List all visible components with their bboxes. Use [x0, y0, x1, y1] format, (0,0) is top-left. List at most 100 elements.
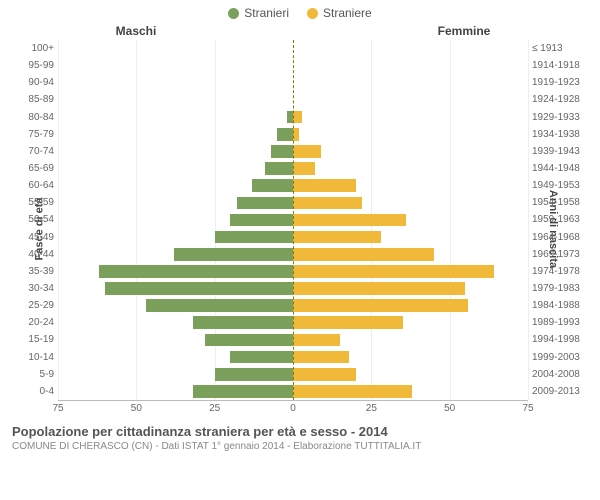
legend-female: Straniere	[307, 6, 372, 20]
female-bar	[293, 368, 356, 381]
birth-year-label: 1979-1983	[532, 283, 588, 294]
female-half	[293, 74, 528, 91]
birth-year-label: 1929-1933	[532, 112, 588, 123]
female-bar	[293, 334, 340, 347]
birth-year-label: 1934-1938	[532, 129, 588, 140]
age-label: 70-74	[12, 146, 54, 157]
x-axis: 7550250 255075	[58, 400, 528, 418]
female-half	[293, 211, 528, 228]
female-half	[293, 229, 528, 246]
age-label: 100+	[12, 43, 54, 54]
birth-year-label: 1939-1943	[532, 146, 588, 157]
male-half	[58, 314, 293, 331]
female-half	[293, 331, 528, 348]
age-label: 20-24	[12, 317, 54, 328]
legend-male-swatch	[228, 8, 239, 19]
birth-year-label: 1924-1928	[532, 94, 588, 105]
male-half	[58, 349, 293, 366]
x-tick: 25	[366, 403, 377, 414]
male-bar	[146, 299, 293, 312]
birth-year-label: 1954-1958	[532, 197, 588, 208]
female-half	[293, 91, 528, 108]
age-label: 40-44	[12, 249, 54, 260]
center-axis-line	[293, 40, 294, 400]
male-bar	[230, 214, 293, 227]
birth-year-label: 1949-1953	[532, 180, 588, 191]
male-bar	[237, 197, 293, 210]
birth-year-label: 1999-2003	[532, 352, 588, 363]
female-half	[293, 109, 528, 126]
male-bar	[215, 231, 293, 244]
male-bar	[252, 179, 293, 192]
female-half	[293, 143, 528, 160]
female-bar	[293, 145, 321, 158]
male-half	[58, 143, 293, 160]
x-tick: 50	[131, 403, 142, 414]
female-half	[293, 194, 528, 211]
birth-year-label: 1994-1998	[532, 334, 588, 345]
male-bar	[230, 351, 293, 364]
birth-year-label: 1914-1918	[532, 60, 588, 71]
x-axis-right: 255075	[293, 400, 528, 418]
female-half	[293, 246, 528, 263]
x-tick: 50	[444, 403, 455, 414]
pyramid-rows: 100+≤ 191395-991914-191890-941919-192385…	[58, 40, 528, 400]
male-bar	[174, 248, 293, 261]
female-half	[293, 57, 528, 74]
birth-year-label: 2004-2008	[532, 369, 588, 380]
chart-title: Popolazione per cittadinanza straniera p…	[12, 424, 588, 439]
male-half	[58, 126, 293, 143]
female-bar	[293, 282, 465, 295]
female-bar	[293, 231, 381, 244]
female-bar	[293, 162, 315, 175]
age-label: 90-94	[12, 77, 54, 88]
female-half	[293, 126, 528, 143]
female-bar	[293, 385, 412, 398]
x-tick: 25	[209, 403, 220, 414]
female-bar	[293, 299, 468, 312]
age-label: 60-64	[12, 180, 54, 191]
female-bar	[293, 248, 434, 261]
female-half	[293, 280, 528, 297]
female-half	[293, 40, 528, 57]
x-tick: 75	[522, 403, 533, 414]
age-label: 65-69	[12, 163, 54, 174]
age-label: 30-34	[12, 283, 54, 294]
birth-year-label: 1969-1973	[532, 249, 588, 260]
age-label: 55-59	[12, 197, 54, 208]
plot-area: Fasce di età Anni di nascita 100+≤ 19139…	[12, 40, 588, 418]
male-half	[58, 229, 293, 246]
age-label: 45-49	[12, 232, 54, 243]
male-bar	[193, 316, 293, 329]
age-label: 85-89	[12, 94, 54, 105]
age-label: 5-9	[12, 369, 54, 380]
chart-subtitle: COMUNE DI CHERASCO (CN) - Dati ISTAT 1° …	[12, 441, 588, 452]
legend-female-swatch	[307, 8, 318, 19]
chart-footer: Popolazione per cittadinanza straniera p…	[12, 424, 588, 452]
gridline	[528, 40, 529, 400]
age-label: 10-14	[12, 352, 54, 363]
male-half	[58, 74, 293, 91]
male-half	[58, 109, 293, 126]
female-half	[293, 160, 528, 177]
birth-year-label: ≤ 1913	[532, 43, 588, 54]
male-half	[58, 246, 293, 263]
birth-year-label: 1919-1923	[532, 77, 588, 88]
female-half	[293, 263, 528, 280]
age-label: 95-99	[12, 60, 54, 71]
male-half	[58, 211, 293, 228]
header-female: Femmine	[300, 24, 600, 38]
male-bar	[99, 265, 293, 278]
male-half	[58, 40, 293, 57]
male-half	[58, 280, 293, 297]
female-bar	[293, 214, 406, 227]
age-label: 0-4	[12, 386, 54, 397]
male-half	[58, 297, 293, 314]
legend-female-label: Straniere	[323, 6, 372, 20]
birth-year-label: 1984-1988	[532, 300, 588, 311]
chart-legend: Stranieri Straniere	[0, 0, 600, 20]
male-half	[58, 194, 293, 211]
male-bar	[205, 334, 293, 347]
birth-year-label: 1959-1963	[532, 214, 588, 225]
legend-male-label: Stranieri	[244, 6, 289, 20]
